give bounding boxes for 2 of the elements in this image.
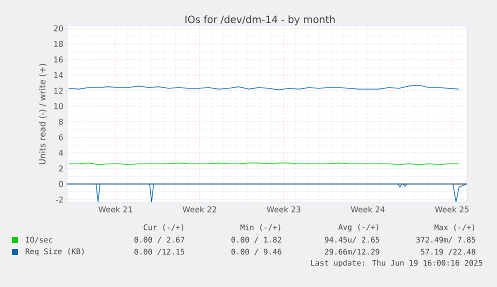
y-axis-title: Units read (-) / write (+) — [38, 64, 46, 164]
chart-title: IOs for /dev/dm-14 - by month — [185, 15, 335, 26]
